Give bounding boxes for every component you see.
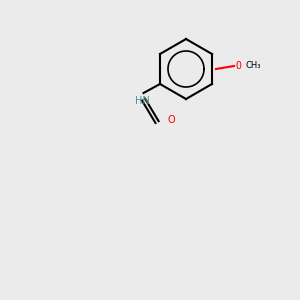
Text: O: O — [167, 115, 175, 125]
Text: O: O — [236, 61, 242, 71]
Text: HN: HN — [135, 96, 149, 106]
Text: CH₃: CH₃ — [246, 61, 262, 70]
